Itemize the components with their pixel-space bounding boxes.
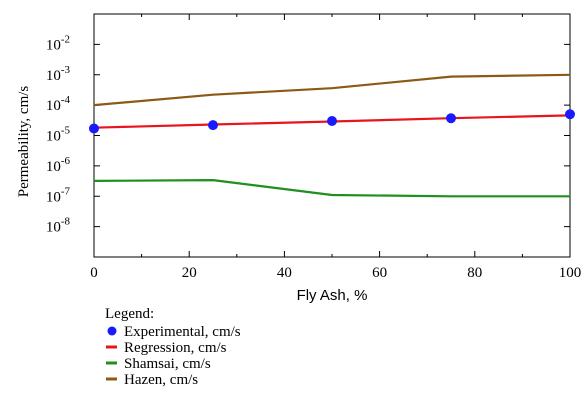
series-layer	[89, 73, 575, 198]
axes: 0 20 40 60 80 10010-210-310-410-510-610-710-8…	[16, 13, 582, 304]
series-line-hazen	[93, 73, 571, 107]
legend-entry-label: Regression, cm/s	[124, 340, 227, 356]
y-tick-exponent: -7	[61, 185, 71, 197]
legend-entry-label: Hazen, cm/s	[124, 372, 198, 388]
y-tick-label: 10-7	[46, 185, 71, 205]
y-tick-exponent: -5	[61, 125, 71, 137]
data-point-experimental	[208, 120, 218, 131]
y-tick-exponent: -6	[61, 155, 71, 167]
y-tick-label: 10-5	[46, 125, 71, 145]
y-tick-base: 10	[46, 129, 61, 145]
x-tick-label: 80	[467, 265, 482, 281]
data-point-experimental	[565, 109, 575, 120]
x-tick-label: 0	[90, 265, 98, 281]
x-tick-label: 40	[277, 265, 292, 281]
x-tick-label: 100	[559, 265, 582, 281]
y-tick-exponent: -4	[61, 94, 71, 106]
y-tick-base: 10	[46, 68, 61, 84]
data-point-experimental	[89, 123, 99, 134]
y-tick-exponent: -3	[61, 64, 71, 76]
y-tick-base: 10	[46, 189, 61, 205]
data-point-experimental	[446, 113, 456, 124]
legend-entry-label: Shamsai, cm/s	[124, 356, 211, 372]
y-tick-base: 10	[46, 220, 61, 236]
y-tick-base: 10	[46, 98, 61, 114]
data-point-experimental	[327, 116, 337, 127]
y-tick-label: 10-4	[46, 94, 71, 114]
y-tick-label: 10-8	[46, 216, 71, 236]
y-tick-label: 10-3	[46, 64, 71, 84]
legend-entry-label: Experimental, cm/s	[124, 324, 241, 340]
y-tick-base: 10	[46, 159, 61, 175]
y-tick-label: 10-6	[46, 155, 71, 175]
y-axis-title: Permeability, cm/s	[16, 86, 32, 198]
x-axis-title: Fly Ash, %	[297, 287, 368, 304]
y-tick-exponent: -2	[61, 33, 70, 45]
x-tick-label: 60	[372, 265, 387, 281]
legend-title: Legend:	[105, 306, 154, 322]
series-line-shamsai	[93, 179, 570, 198]
x-tick-label: 20	[182, 265, 197, 281]
plot-frame	[93, 13, 571, 258]
legend-marker-scatter	[107, 326, 117, 336]
y-tick-base: 10	[46, 37, 61, 53]
y-tick-exponent: -8	[61, 216, 71, 228]
y-tick-label: 10-2	[46, 33, 70, 53]
